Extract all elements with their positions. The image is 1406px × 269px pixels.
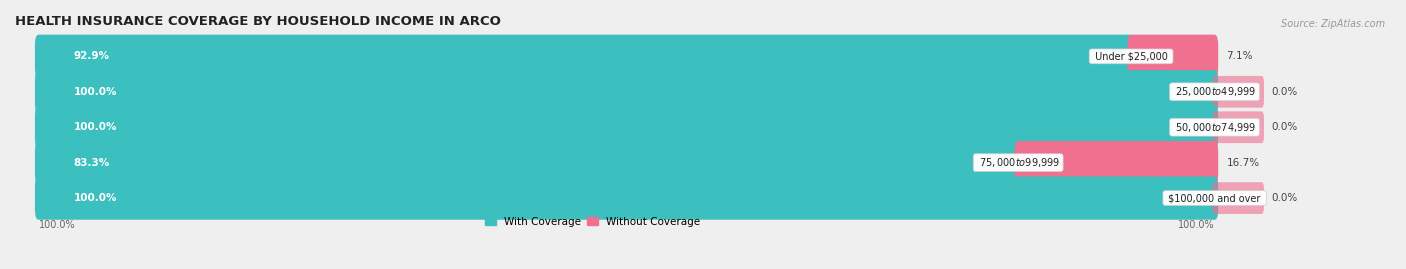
Text: 0.0%: 0.0% [1271,122,1298,132]
Text: 100.0%: 100.0% [73,87,117,97]
Text: $50,000 to $74,999: $50,000 to $74,999 [1173,121,1257,134]
FancyBboxPatch shape [35,35,1135,78]
Text: 0.0%: 0.0% [1271,87,1298,97]
FancyBboxPatch shape [35,70,1218,114]
Text: 100.0%: 100.0% [1178,220,1215,230]
Text: $100,000 and over: $100,000 and over [1166,193,1264,203]
FancyBboxPatch shape [1212,76,1264,108]
FancyBboxPatch shape [35,70,1218,114]
FancyBboxPatch shape [35,106,1218,149]
Legend: With Coverage, Without Coverage: With Coverage, Without Coverage [481,213,704,231]
Text: $25,000 to $49,999: $25,000 to $49,999 [1173,85,1257,98]
Text: Under $25,000: Under $25,000 [1091,51,1171,61]
FancyBboxPatch shape [35,176,1218,220]
FancyBboxPatch shape [1212,182,1264,214]
FancyBboxPatch shape [35,106,1218,149]
FancyBboxPatch shape [35,141,1218,184]
Text: 0.0%: 0.0% [1271,193,1298,203]
FancyBboxPatch shape [35,176,1218,220]
Text: $75,000 to $99,999: $75,000 to $99,999 [976,156,1060,169]
Text: 100.0%: 100.0% [38,220,75,230]
Text: 7.1%: 7.1% [1226,51,1253,61]
Text: 92.9%: 92.9% [73,51,110,61]
Text: 16.7%: 16.7% [1226,158,1260,168]
Text: 100.0%: 100.0% [73,122,117,132]
FancyBboxPatch shape [1015,141,1218,184]
FancyBboxPatch shape [35,35,1218,78]
FancyBboxPatch shape [1212,111,1264,143]
Text: 83.3%: 83.3% [73,158,110,168]
Text: Source: ZipAtlas.com: Source: ZipAtlas.com [1281,19,1385,29]
Text: HEALTH INSURANCE COVERAGE BY HOUSEHOLD INCOME IN ARCO: HEALTH INSURANCE COVERAGE BY HOUSEHOLD I… [15,15,501,28]
Text: 100.0%: 100.0% [73,193,117,203]
FancyBboxPatch shape [1128,35,1218,78]
FancyBboxPatch shape [35,141,1022,184]
